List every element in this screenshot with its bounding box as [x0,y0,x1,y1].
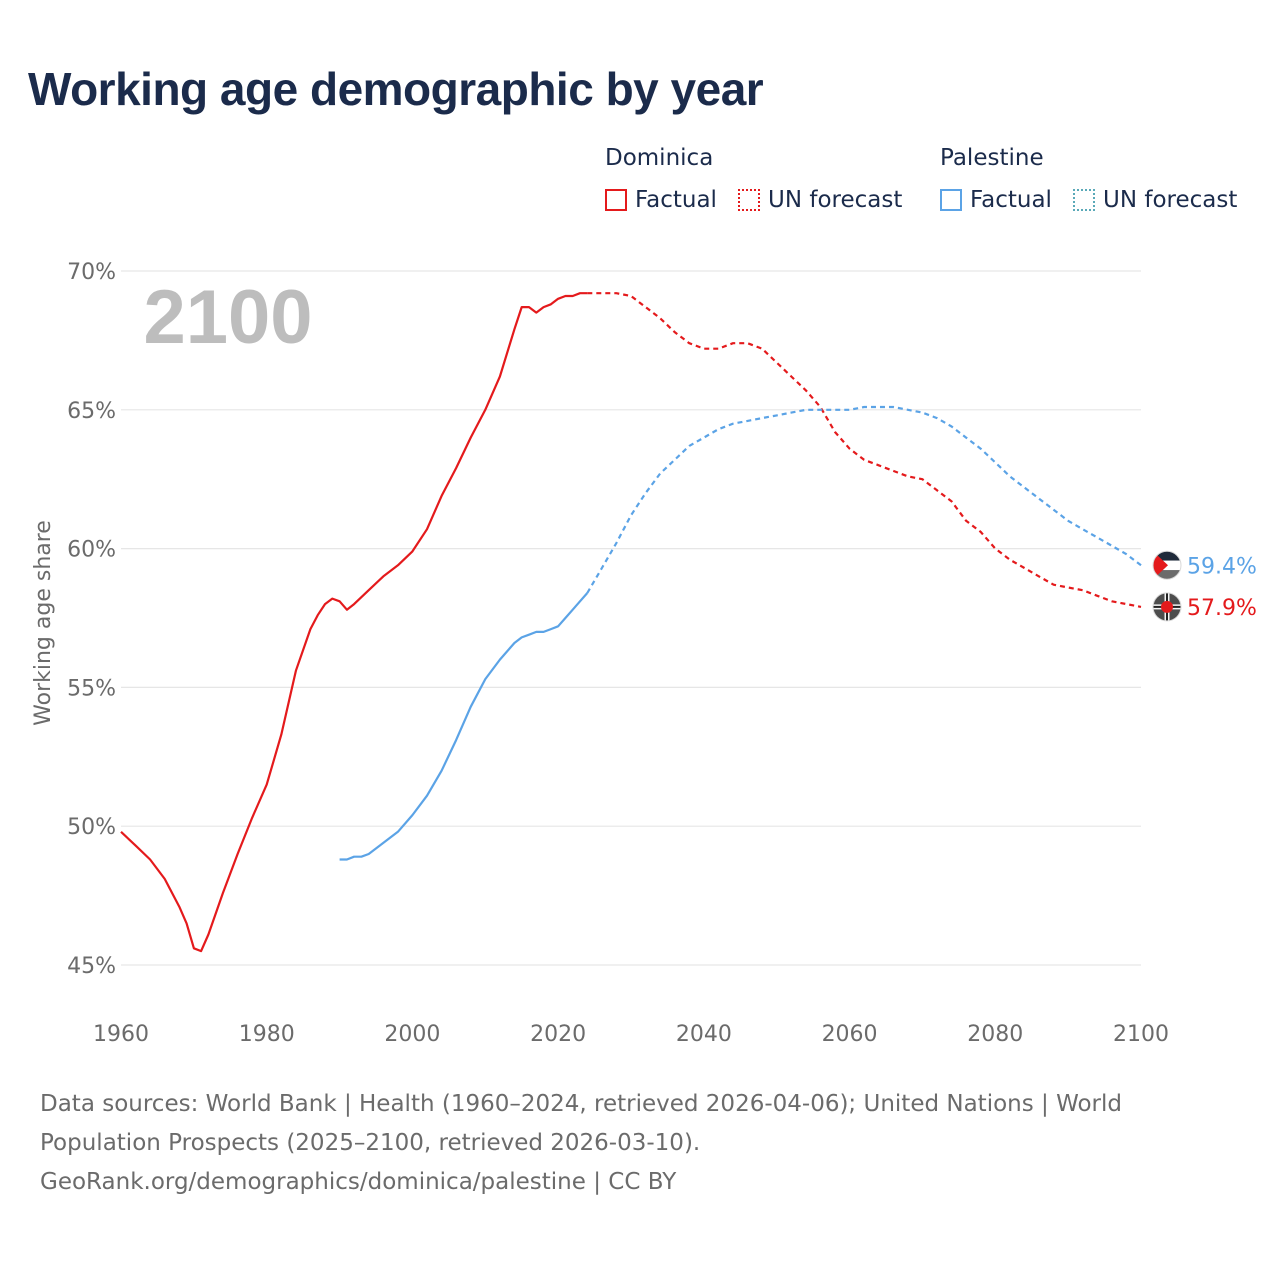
legend-swatch-solid [605,189,627,211]
legend-label: UN forecast [768,187,903,213]
legend-label: Factual [970,187,1052,213]
x-tick-label: 2060 [822,1022,878,1047]
x-tick-label: 1960 [93,1022,149,1047]
footer: Data sources: World Bank | Health (1960–… [40,1085,1220,1202]
dominica-end-value-label: 57.9% [1187,596,1257,621]
footer-source-line-1: Data sources: World Bank | Health (1960–… [40,1091,1122,1117]
footer-source-line-2: Population Prospects (2025–2100, retriev… [40,1130,701,1156]
dominica-factual-line[interactable] [120,292,588,953]
x-tick-label: 2040 [676,1022,732,1047]
x-tick-label: 2080 [967,1022,1023,1047]
dominica-forecast-line[interactable] [587,292,1142,608]
x-tick-label: 2020 [530,1022,586,1047]
y-axis-ticks: 45% 50% 55% 60% 65% 70% [67,260,116,979]
legend-group-palestine: Palestine [940,145,1044,171]
legend-label: UN forecast [1103,187,1238,213]
y-tick-label: 70% [67,260,116,285]
series-lines [120,292,1142,953]
palestine-factual-line[interactable] [339,592,589,861]
x-axis-ticks: 1960 1980 2000 2020 2040 2060 2080 2100 [93,1022,1169,1047]
y-tick-label: 55% [67,676,116,701]
y-axis-label: Working age share [31,520,56,726]
legend-label: Factual [635,187,717,213]
y-tick-label: 65% [67,399,116,424]
dominica-flag-icon [1152,592,1182,622]
legend-dominica-factual[interactable]: Factual [605,185,717,215]
legend-dominica-forecast[interactable]: UN forecast [738,185,902,215]
legend-swatch-dotted [738,189,760,211]
y-tick-label: 60% [67,538,116,563]
x-tick-label: 2000 [384,1022,440,1047]
palestine-end-value-label: 59.4% [1187,554,1257,579]
y-tick-label: 50% [67,815,116,840]
year-watermark: 2100 [143,275,312,360]
palestine-forecast-line[interactable] [586,405,1142,594]
legend-swatch-dotted [1073,189,1095,211]
x-tick-label: 1980 [239,1022,295,1047]
grid [121,270,1141,966]
x-tick-label: 2100 [1113,1022,1169,1047]
legend-swatch-solid [940,189,962,211]
chart-title: Working age demographic by year [28,63,764,115]
legend-palestine-factual[interactable]: Factual [940,185,1052,215]
footer-credit-link[interactable]: GeoRank.org/demographics/dominica/palest… [40,1169,677,1195]
end-markers: 57.9% 59.4% [1152,550,1257,622]
y-tick-label: 45% [67,954,116,979]
legend-palestine-forecast[interactable]: UN forecast [1073,185,1237,215]
line-chart: 2100 45% 50% 55% 60% 65% 70% 1960 1980 2000 2020… [31,260,1257,1047]
legend-group-dominica: Dominica [605,145,714,171]
palestine-flag-icon [1152,550,1182,580]
